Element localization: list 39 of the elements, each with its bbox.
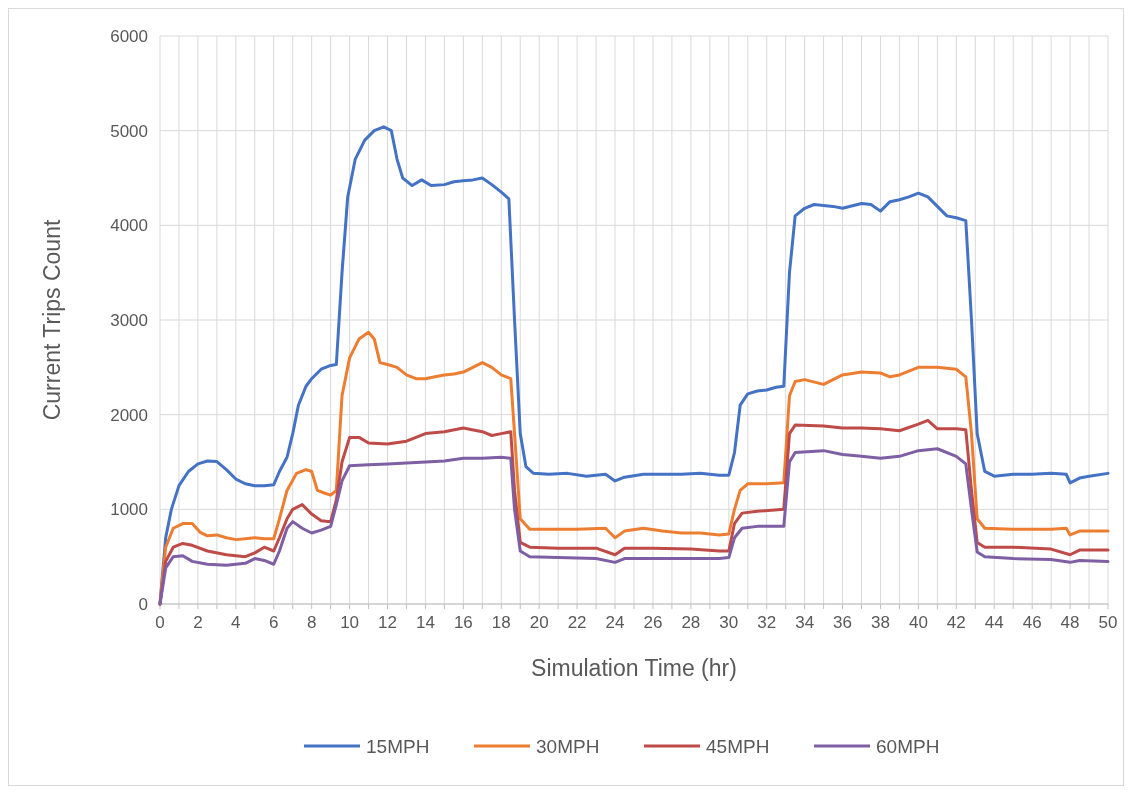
y-tick-label: 3000 bbox=[110, 311, 148, 330]
x-tick-label: 44 bbox=[984, 613, 1004, 632]
x-tick-label: 10 bbox=[340, 613, 360, 632]
legend-label: 60MPH bbox=[876, 736, 940, 757]
x-tick-label: 26 bbox=[643, 613, 663, 632]
x-tick-label: 42 bbox=[946, 613, 966, 632]
x-tick-label: 38 bbox=[871, 613, 890, 632]
x-tick-label: 20 bbox=[529, 613, 549, 632]
x-tick-label: 14 bbox=[415, 613, 435, 632]
x-tick-label: 22 bbox=[567, 613, 587, 632]
x-tick-label: 8 bbox=[306, 613, 317, 632]
x-axis-title: Simulation Time (hr) bbox=[531, 655, 737, 681]
y-tick-label: 6000 bbox=[110, 27, 148, 46]
x-tick-label: 12 bbox=[378, 613, 397, 632]
x-tick-label: 6 bbox=[269, 613, 279, 632]
y-tick-label: 2000 bbox=[110, 405, 148, 425]
x-tick-label: 30 bbox=[719, 613, 739, 632]
x-tick-label: 24 bbox=[605, 613, 625, 632]
legend-label: 30MPH bbox=[536, 736, 600, 757]
x-tick-label: 34 bbox=[795, 613, 815, 632]
x-tick-label: 32 bbox=[757, 613, 777, 632]
x-tick-label: 50 bbox=[1098, 613, 1118, 632]
x-tick-label: 4 bbox=[231, 613, 241, 632]
x-tick-label: 18 bbox=[491, 613, 511, 632]
x-tick-label: 0 bbox=[155, 613, 165, 632]
x-tick-label: 36 bbox=[833, 613, 853, 632]
y-axis-title: Current Trips Count bbox=[39, 219, 65, 421]
y-tick-label: 1000 bbox=[110, 500, 148, 520]
y-tick-label: 0 bbox=[138, 595, 148, 614]
x-tick-label: 46 bbox=[1022, 613, 1042, 632]
legend-label: 45MPH bbox=[706, 736, 770, 757]
x-tick-label: 48 bbox=[1060, 613, 1080, 632]
y-tick-label: 4000 bbox=[110, 216, 148, 236]
x-tick-label: 2 bbox=[193, 613, 203, 632]
y-tick-label: 5000 bbox=[110, 121, 148, 141]
x-tick-label: 40 bbox=[908, 613, 928, 632]
x-tick-label: 28 bbox=[681, 613, 701, 632]
legend-label: 15MPH bbox=[366, 736, 430, 757]
x-tick-label: 16 bbox=[453, 613, 473, 632]
